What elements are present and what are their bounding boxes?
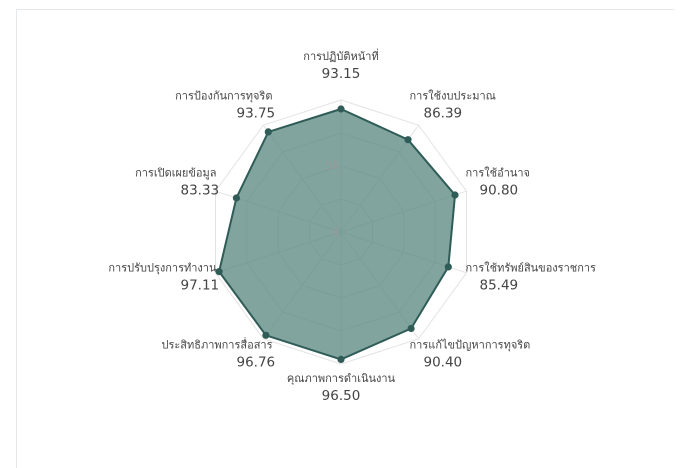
- axis-label-3: การใช้ทรัพย์สินของราชการ: [466, 262, 597, 275]
- value-label-8: 83.33: [181, 182, 220, 198]
- axis-label-1: การใช้งบประมาณ: [410, 89, 496, 102]
- radar-series: [215, 105, 459, 363]
- axis-label-8: การเปิดเผยข้อมูล: [135, 166, 216, 179]
- data-point-3[interactable]: [444, 263, 452, 271]
- data-point-1[interactable]: [404, 136, 412, 144]
- axis-label-0: การปฏิบัติหน้าที่: [303, 48, 378, 63]
- value-label-0: 93.15: [322, 66, 361, 82]
- data-point-0[interactable]: [337, 105, 345, 113]
- tick-label-50: 50: [325, 159, 339, 172]
- axis-label-2: การใช้อำนาจ: [466, 166, 531, 179]
- data-point-7[interactable]: [215, 268, 223, 276]
- tick-label-0: 0: [332, 226, 339, 239]
- radar-axis-labels: การปฏิบัติหน้าที่ 93.15 การใช้งบประมาณ 86.3…: [108, 48, 596, 404]
- value-label-4: 90.40: [424, 355, 463, 371]
- axis-label-6: ประสิทธิภาพการสื่อสาร: [161, 337, 272, 352]
- data-point-2[interactable]: [451, 191, 459, 199]
- radar-tick-labels: 0 50: [325, 159, 339, 239]
- value-label-5: 96.50: [322, 388, 361, 404]
- value-label-6: 96.76: [237, 355, 276, 371]
- axis-label-4: การแก้ไขปัญหาการทุจริต: [410, 339, 531, 352]
- value-label-3: 85.49: [480, 278, 519, 294]
- data-point-6[interactable]: [262, 331, 270, 339]
- panel-top-border: [16, 9, 674, 10]
- value-label-1: 86.39: [424, 105, 463, 121]
- data-point-8[interactable]: [232, 194, 240, 202]
- axis-label-5: คุณภาพการดำเนินงาน: [287, 372, 396, 385]
- axis-label-9: การป้องกันการทุจริต: [175, 89, 272, 102]
- value-label-2: 90.80: [480, 182, 519, 198]
- panel-left-border: [16, 9, 17, 468]
- data-point-4[interactable]: [407, 324, 415, 333]
- data-point-9[interactable]: [264, 128, 272, 136]
- value-label-7: 97.11: [181, 278, 220, 294]
- data-point-5[interactable]: [337, 355, 345, 363]
- axis-label-7: การปรับปรุงการทำงาน: [108, 262, 217, 275]
- value-label-9: 93.75: [237, 105, 276, 121]
